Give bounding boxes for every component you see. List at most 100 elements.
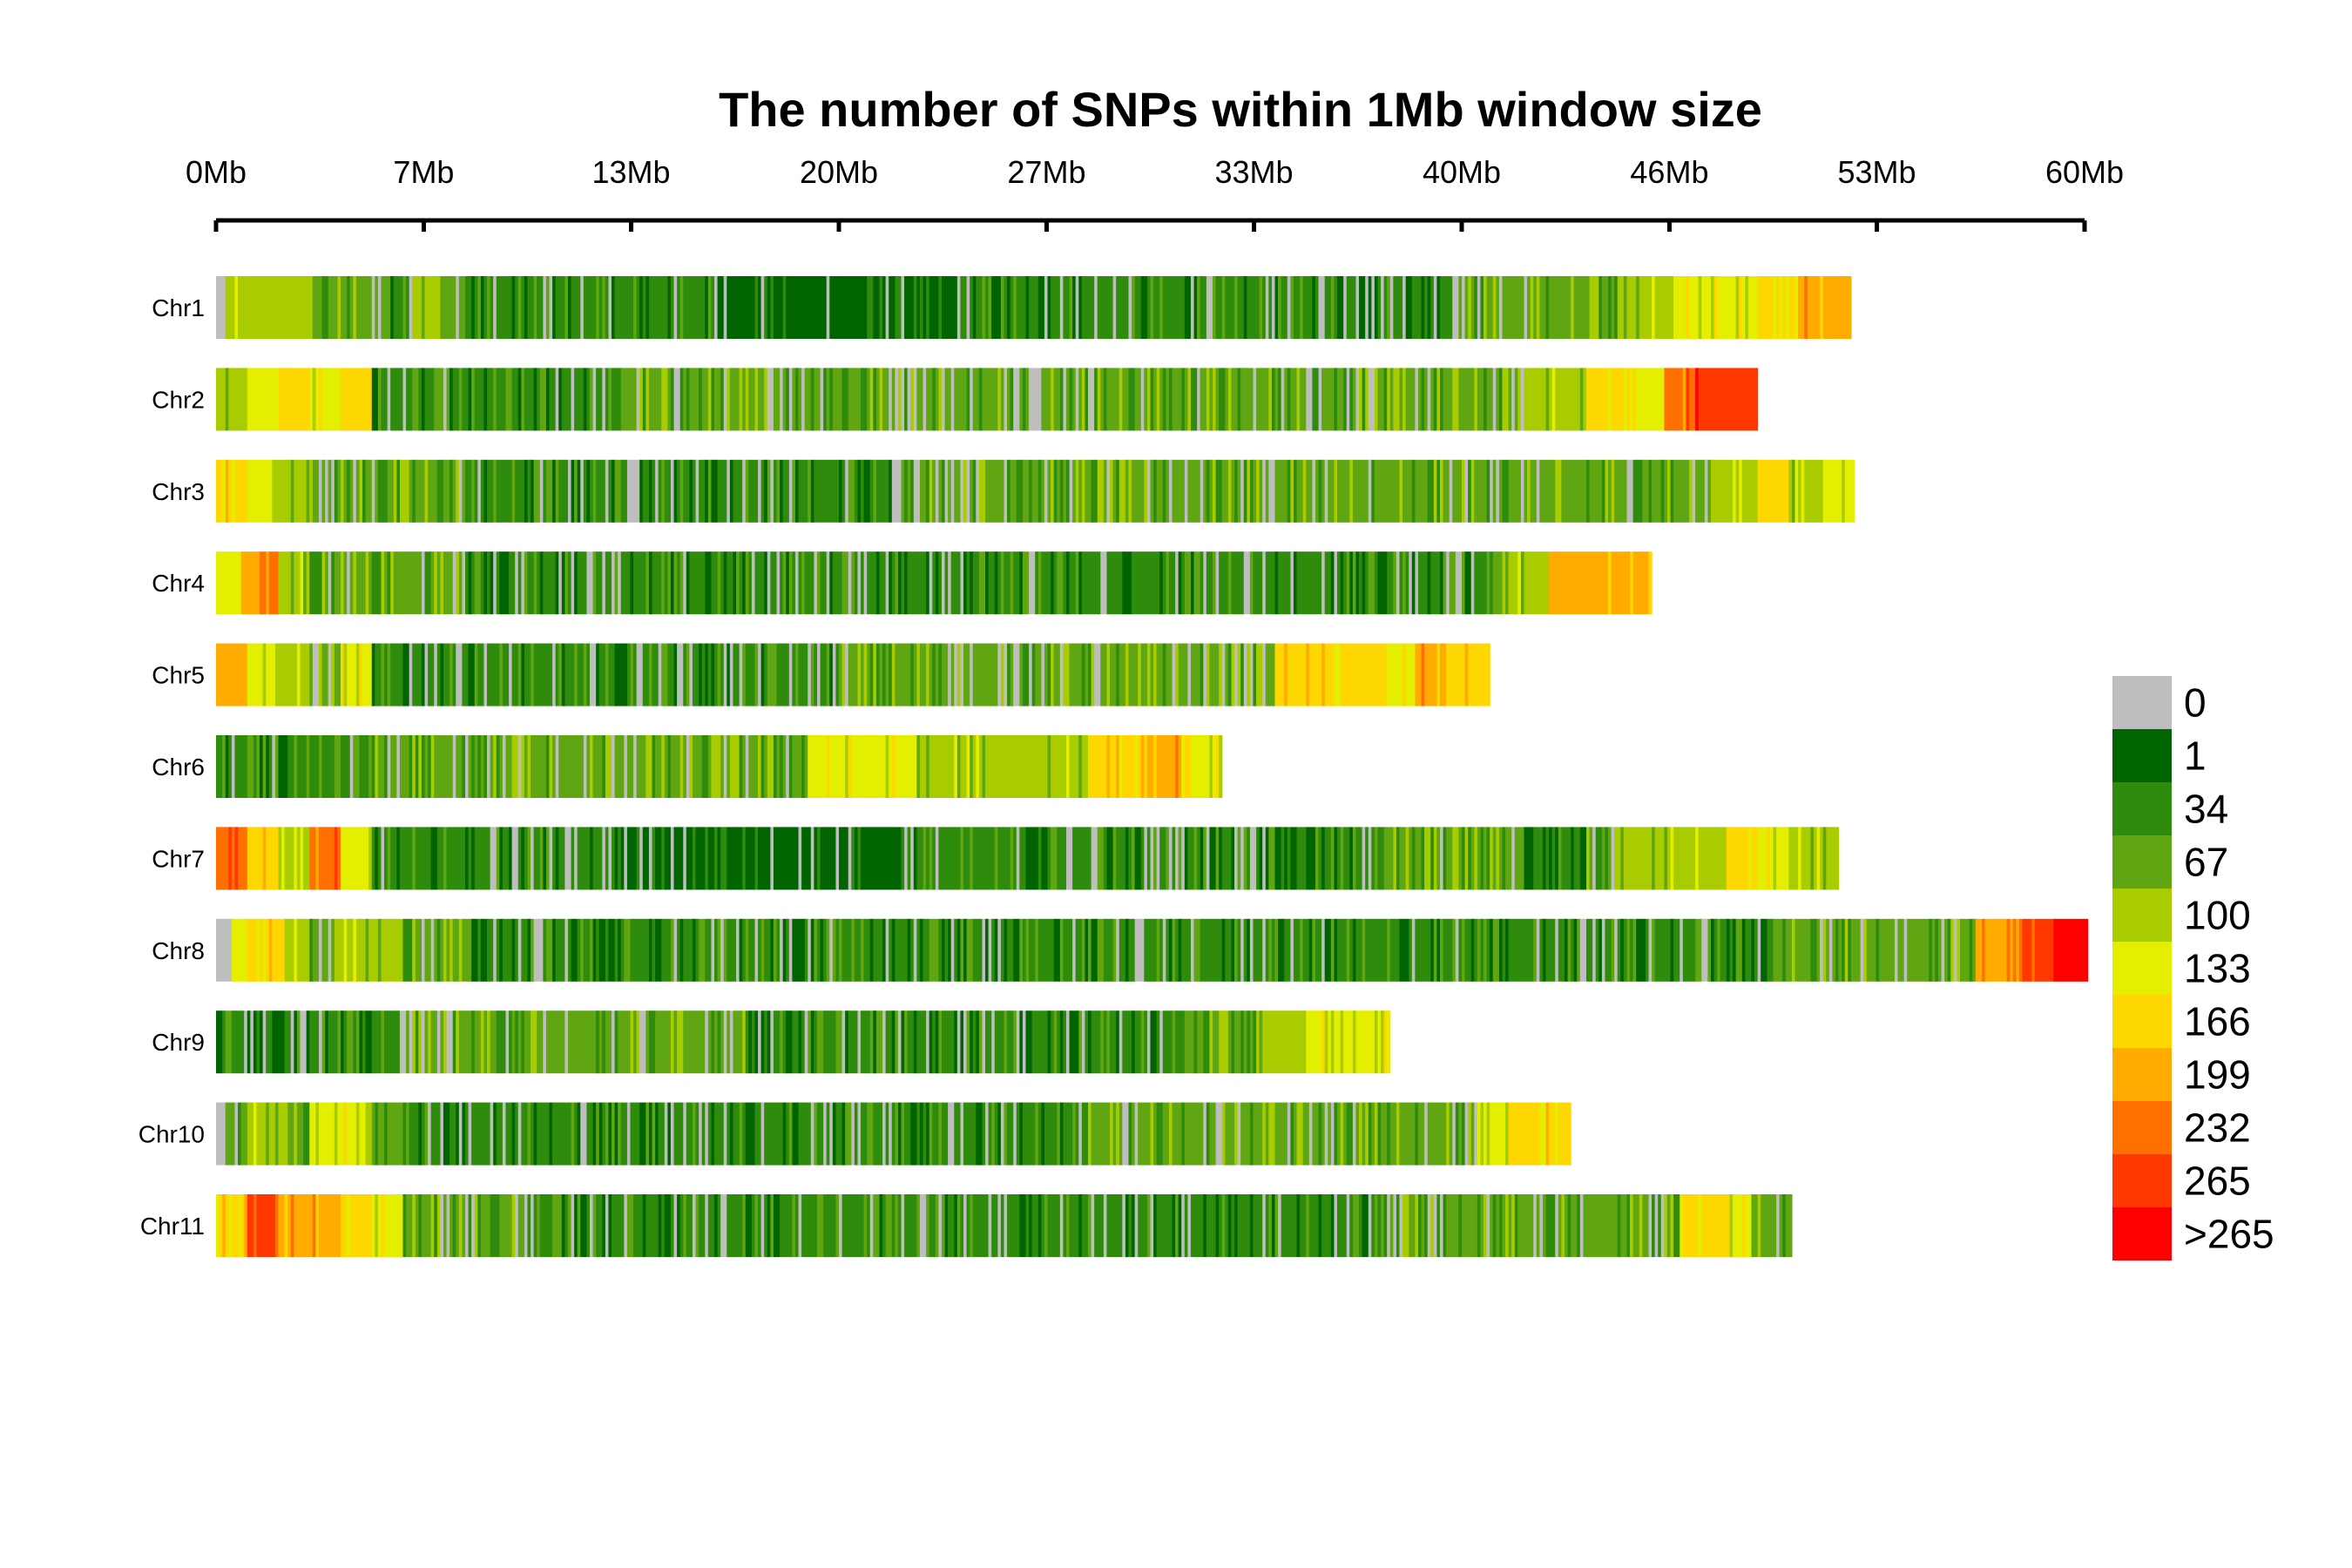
snp-bin — [1184, 735, 1192, 798]
snp-bin — [991, 1102, 996, 1166]
snp-bin — [1362, 918, 1366, 982]
snp-bin — [228, 827, 233, 890]
snp-bin — [1290, 827, 1298, 890]
snp-bin — [465, 276, 472, 339]
snp-bin — [932, 551, 936, 615]
snp-bin — [1004, 368, 1008, 431]
snp-bin — [1178, 827, 1182, 890]
snp-bin — [387, 459, 395, 523]
snp-bin — [758, 459, 762, 523]
snp-bin — [848, 827, 852, 890]
snp-bin — [648, 918, 653, 982]
snp-bin — [1536, 459, 1540, 523]
snp-bin — [1122, 1194, 1126, 1257]
snp-bin — [1193, 1010, 1198, 1074]
snp-bin — [493, 551, 497, 615]
snp-bin — [867, 1102, 874, 1166]
snp-bin — [1146, 1194, 1152, 1257]
snp-bin — [618, 551, 622, 615]
snp-bin — [1383, 1010, 1388, 1074]
snp-bin — [692, 1102, 697, 1166]
snp-bin — [602, 1010, 606, 1074]
snp-bin — [970, 459, 974, 523]
snp-bin — [736, 551, 740, 615]
snp-bin — [723, 1010, 727, 1074]
snp-bin — [1791, 918, 1796, 982]
snp-bin — [1293, 918, 1301, 982]
snp-bin — [462, 918, 472, 982]
snp-bin — [1530, 459, 1538, 523]
snp-bin — [848, 735, 852, 798]
snp-bin — [545, 827, 551, 890]
snp-bin — [1452, 459, 1463, 523]
snp-bin — [567, 1194, 572, 1257]
snp-bin — [296, 735, 308, 798]
snp-bin — [727, 551, 734, 615]
snp-bin — [222, 1010, 226, 1074]
snp-bin — [938, 643, 943, 706]
snp-bin — [788, 918, 793, 982]
snp-bin — [231, 1010, 245, 1074]
snp-bin — [1047, 276, 1051, 339]
snp-bin — [424, 459, 429, 523]
snp-bin — [436, 643, 441, 706]
snp-bin — [1128, 918, 1136, 982]
snp-bin — [1063, 276, 1071, 339]
snp-bin — [1842, 459, 1846, 523]
snp-bin — [941, 1102, 949, 1166]
snp-bin — [225, 1102, 236, 1166]
snp-bin — [891, 918, 896, 982]
snp-bin — [490, 1102, 494, 1166]
snp-bin — [1112, 276, 1117, 339]
snp-bin — [1555, 918, 1559, 982]
snp-bin — [618, 827, 622, 890]
snp-bin — [913, 827, 917, 890]
snp-bin — [421, 276, 426, 339]
snp-bin — [879, 368, 883, 431]
snp-bin — [1240, 368, 1254, 431]
snp-bin — [1468, 459, 1472, 523]
snp-bin — [458, 1194, 463, 1257]
snp-bin — [723, 643, 727, 706]
snp-bin — [1359, 1194, 1363, 1257]
snp-bin — [1265, 643, 1276, 706]
snp-bin — [788, 735, 793, 798]
snp-bin — [673, 1102, 684, 1166]
snp-bin — [596, 1010, 600, 1074]
snp-bin — [574, 1194, 578, 1257]
snp-bin — [1166, 918, 1170, 982]
snp-bin — [605, 1102, 610, 1166]
snp-bin — [1502, 1194, 1506, 1257]
snp-bin — [1349, 459, 1354, 523]
snp-bin — [1421, 276, 1425, 339]
snp-bin — [1626, 459, 1634, 523]
snp-bin — [786, 368, 790, 431]
snp-bin — [997, 1194, 1002, 1257]
snp-bin — [816, 918, 821, 982]
snp-bin — [1078, 735, 1083, 798]
snp-bin — [1411, 551, 1416, 615]
snp-bin — [487, 459, 494, 523]
snp-bin — [1103, 1194, 1108, 1257]
snp-bin — [1097, 918, 1105, 982]
snp-bin — [1284, 643, 1288, 706]
snp-bin — [1025, 1194, 1030, 1257]
snp-bin — [1511, 1194, 1516, 1257]
snp-bin — [620, 459, 628, 523]
snp-bin — [1517, 1194, 1534, 1257]
snp-bin — [1162, 918, 1166, 982]
snp-bin — [648, 551, 653, 615]
snp-bin — [300, 827, 304, 890]
snp-bin — [228, 1194, 233, 1257]
snp-bin — [1000, 551, 1005, 615]
snp-bin — [683, 1102, 687, 1166]
snp-bin — [1243, 827, 1247, 890]
snp-bin — [545, 276, 551, 339]
snp-bin — [430, 918, 435, 982]
snp-bin — [1589, 459, 1603, 523]
snp-bin — [897, 551, 902, 615]
snp-bin — [381, 827, 385, 890]
snp-bin — [1010, 643, 1014, 706]
snp-bin — [1601, 276, 1609, 339]
snp-bin — [655, 735, 662, 798]
